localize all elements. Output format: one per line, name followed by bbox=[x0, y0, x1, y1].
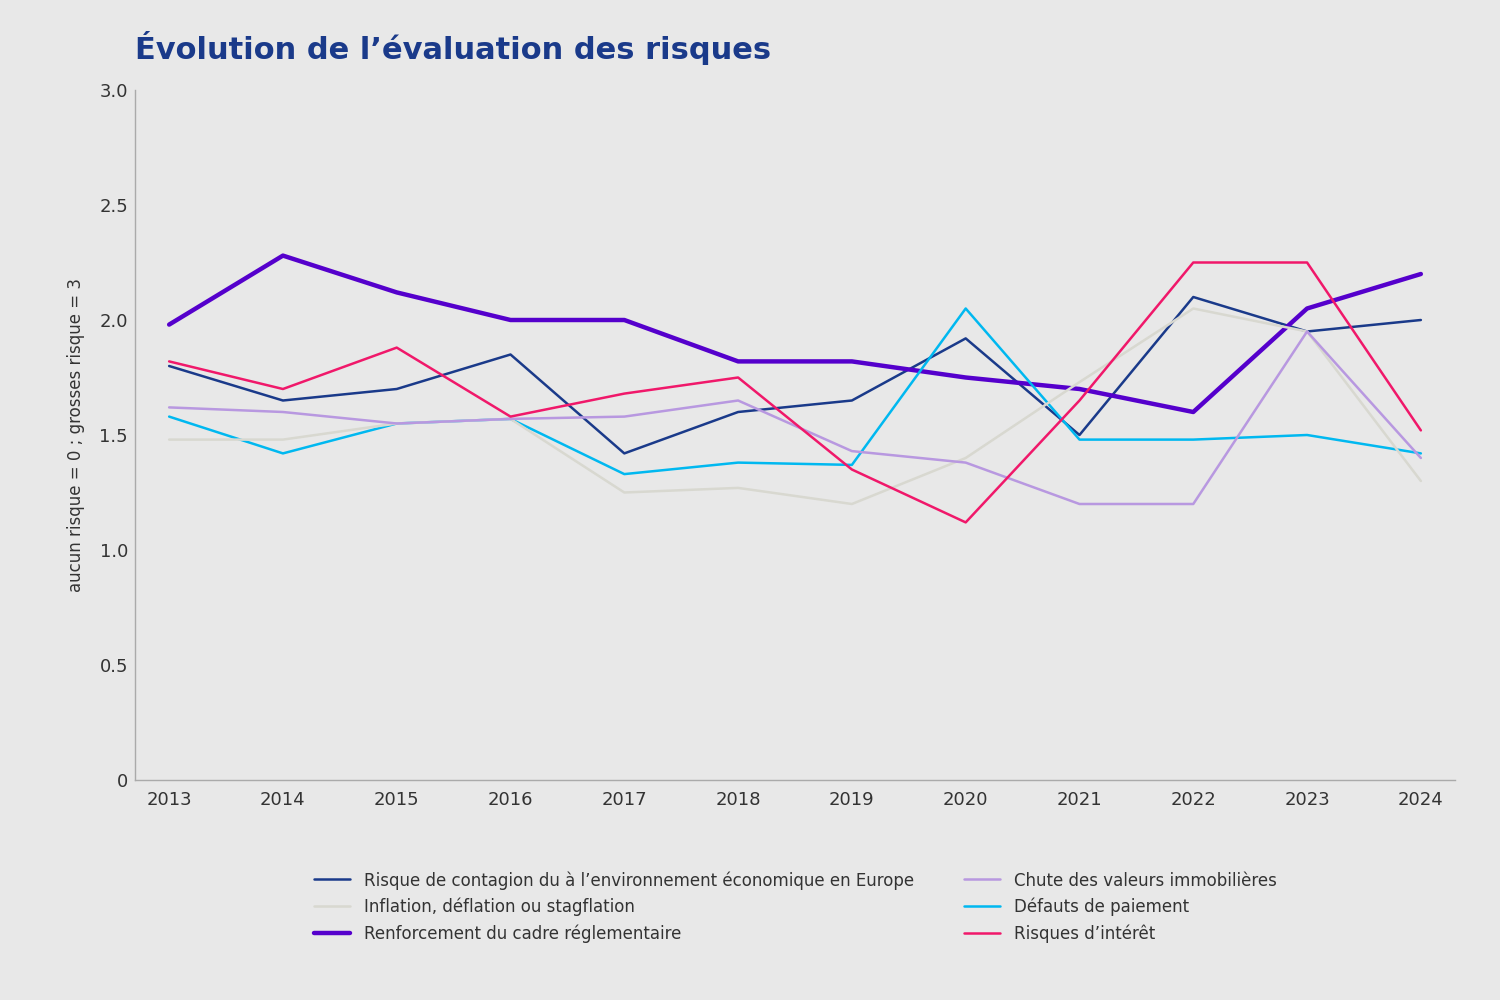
Risques d’intérêt bbox=[1412, 424, 1430, 436]
Risque de contagion du à l’environnement économique en Europe bbox=[615, 447, 633, 459]
Défauts de paiement bbox=[274, 447, 292, 459]
Chute des valeurs immobilières bbox=[957, 457, 975, 469]
Chute des valeurs immobilières bbox=[274, 406, 292, 418]
Inflation, déflation ou stagflation bbox=[1071, 376, 1089, 388]
Renforcement du cadre réglementaire bbox=[957, 371, 975, 383]
Inflation, déflation ou stagflation bbox=[1412, 475, 1430, 487]
Renforcement du cadre réglementaire bbox=[501, 314, 519, 326]
Renforcement du cadre réglementaire bbox=[843, 355, 861, 367]
Chute des valeurs immobilières bbox=[1298, 326, 1316, 338]
Défauts de paiement bbox=[843, 459, 861, 471]
Risques d’intérêt bbox=[1298, 256, 1316, 268]
Chute des valeurs immobilières bbox=[1071, 498, 1089, 510]
Risques d’intérêt bbox=[1071, 394, 1089, 406]
Renforcement du cadre réglementaire bbox=[160, 319, 178, 331]
Chute des valeurs immobilières bbox=[160, 401, 178, 413]
Renforcement du cadre réglementaire bbox=[1412, 268, 1430, 280]
Inflation, déflation ou stagflation bbox=[274, 434, 292, 446]
Défauts de paiement bbox=[615, 468, 633, 480]
Défauts de paiement bbox=[957, 303, 975, 315]
Risque de contagion du à l’environnement économique en Europe bbox=[1071, 429, 1089, 441]
Risques d’intérêt bbox=[1185, 256, 1203, 268]
Renforcement du cadre réglementaire bbox=[1298, 303, 1316, 315]
Chute des valeurs immobilières bbox=[1185, 498, 1203, 510]
Line: Renforcement du cadre réglementaire: Renforcement du cadre réglementaire bbox=[170, 256, 1420, 412]
Risque de contagion du à l’environnement économique en Europe bbox=[160, 360, 178, 372]
Renforcement du cadre réglementaire bbox=[615, 314, 633, 326]
Défauts de paiement bbox=[729, 457, 747, 469]
Line: Défauts de paiement: Défauts de paiement bbox=[170, 309, 1420, 474]
Line: Risque de contagion du à l’environnement économique en Europe: Risque de contagion du à l’environnement… bbox=[170, 297, 1420, 453]
Défauts de paiement bbox=[160, 411, 178, 423]
Risques d’intérêt bbox=[729, 371, 747, 383]
Risque de contagion du à l’environnement économique en Europe bbox=[274, 394, 292, 406]
Chute des valeurs immobilières bbox=[729, 394, 747, 406]
Risque de contagion du à l’environnement économique en Europe bbox=[957, 332, 975, 344]
Risques d’intérêt bbox=[843, 464, 861, 476]
Renforcement du cadre réglementaire bbox=[1071, 383, 1089, 395]
Risques d’intérêt bbox=[957, 516, 975, 528]
Inflation, déflation ou stagflation bbox=[501, 413, 519, 425]
Renforcement du cadre réglementaire bbox=[729, 355, 747, 367]
Risque de contagion du à l’environnement économique en Europe bbox=[501, 349, 519, 361]
Line: Inflation, déflation ou stagflation: Inflation, déflation ou stagflation bbox=[170, 309, 1420, 504]
Inflation, déflation ou stagflation bbox=[729, 482, 747, 494]
Risque de contagion du à l’environnement économique en Europe bbox=[1185, 291, 1203, 303]
Risque de contagion du à l’environnement économique en Europe bbox=[843, 394, 861, 406]
Défauts de paiement bbox=[1412, 447, 1430, 459]
Défauts de paiement bbox=[1298, 429, 1316, 441]
Risques d’intérêt bbox=[160, 355, 178, 367]
Risque de contagion du à l’environnement économique en Europe bbox=[729, 406, 747, 418]
Line: Risques d’intérêt: Risques d’intérêt bbox=[170, 262, 1420, 522]
Inflation, déflation ou stagflation bbox=[160, 434, 178, 446]
Risques d’intérêt bbox=[274, 383, 292, 395]
Line: Chute des valeurs immobilières: Chute des valeurs immobilières bbox=[170, 332, 1420, 504]
Renforcement du cadre réglementaire bbox=[1185, 406, 1203, 418]
Risques d’intérêt bbox=[501, 411, 519, 423]
Risque de contagion du à l’environnement économique en Europe bbox=[387, 383, 405, 395]
Legend: Risque de contagion du à l’environnement économique en Europe, Inflation, déflat: Risque de contagion du à l’environnement… bbox=[314, 871, 1276, 943]
Inflation, déflation ou stagflation bbox=[387, 418, 405, 430]
Y-axis label: aucun risque = 0 ; grosses risque = 3: aucun risque = 0 ; grosses risque = 3 bbox=[68, 278, 86, 592]
Chute des valeurs immobilières bbox=[843, 445, 861, 457]
Risque de contagion du à l’environnement économique en Europe bbox=[1298, 326, 1316, 338]
Renforcement du cadre réglementaire bbox=[387, 286, 405, 298]
Chute des valeurs immobilières bbox=[387, 418, 405, 430]
Inflation, déflation ou stagflation bbox=[957, 452, 975, 464]
Inflation, déflation ou stagflation bbox=[615, 486, 633, 498]
Défauts de paiement bbox=[501, 413, 519, 425]
Chute des valeurs immobilières bbox=[501, 413, 519, 425]
Chute des valeurs immobilières bbox=[615, 411, 633, 423]
Inflation, déflation ou stagflation bbox=[1185, 303, 1203, 315]
Défauts de paiement bbox=[1071, 434, 1089, 446]
Text: Évolution de l’évaluation des risques: Évolution de l’évaluation des risques bbox=[135, 31, 771, 65]
Renforcement du cadre réglementaire bbox=[274, 250, 292, 262]
Risques d’intérêt bbox=[387, 342, 405, 354]
Défauts de paiement bbox=[387, 418, 405, 430]
Risque de contagion du à l’environnement économique en Europe bbox=[1412, 314, 1430, 326]
Défauts de paiement bbox=[1185, 434, 1203, 446]
Chute des valeurs immobilières bbox=[1412, 452, 1430, 464]
Inflation, déflation ou stagflation bbox=[843, 498, 861, 510]
Inflation, déflation ou stagflation bbox=[1298, 326, 1316, 338]
Risques d’intérêt bbox=[615, 388, 633, 400]
